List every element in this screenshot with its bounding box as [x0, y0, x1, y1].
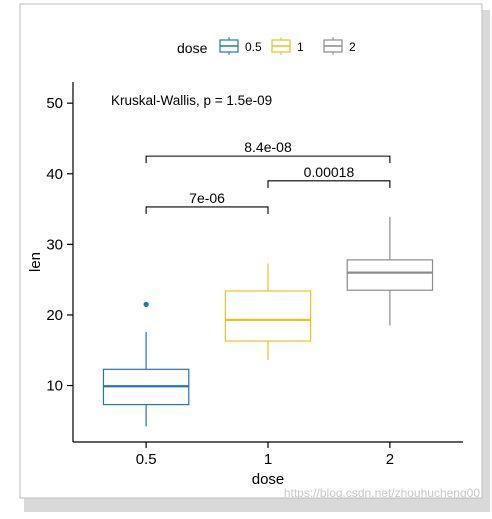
axes: 10 20 30 40 50 0.5 1 2 dose len: [27, 82, 463, 488]
x-tick-label: 0.5: [136, 451, 157, 468]
x-tick-label: 2: [386, 451, 394, 468]
frame-border: [19, 3, 483, 499]
outlier-point: [143, 301, 149, 307]
bracket-line: [145, 155, 391, 164]
bracket-line: [267, 180, 391, 188]
bracket-p-value: 8.4e-08: [244, 139, 292, 155]
y-axis-label: len: [27, 252, 44, 272]
comparison-bracket: 7e-06: [145, 190, 269, 214]
y-tick-label: 40: [46, 166, 63, 183]
legend-entry: 2: [323, 37, 356, 55]
bracket-p-value: 7e-06: [189, 190, 225, 206]
x-tick-label: 1: [264, 451, 272, 468]
y-tick-label: 20: [46, 307, 63, 324]
legend-title: dose: [177, 40, 208, 56]
box-iqr: [224, 290, 312, 342]
legend-entry-label: 1: [297, 40, 304, 54]
box-group-1: [224, 263, 312, 361]
bracket-line: [145, 206, 269, 214]
y-tick-label: 10: [46, 378, 63, 395]
legend-entry: 1: [271, 37, 304, 55]
x-axis-label: dose: [252, 471, 285, 488]
legend: dose 0.5 1 2: [177, 37, 356, 56]
comparison-bracket: 8.4e-08: [145, 139, 391, 164]
boxes: [102, 216, 434, 427]
kruskal-wallis-annotation: Kruskal-Wallis, p = 1.5e-09: [111, 93, 272, 108]
watermark-text: https://blog.csdn.net/zhouhucheng00: [284, 486, 480, 500]
y-tick-label: 50: [46, 95, 63, 112]
box-group-0-5: [102, 301, 190, 427]
frame-shadow-bottom: [24, 498, 490, 512]
box-iqr: [346, 259, 434, 291]
legend-entry: 0.5: [219, 37, 262, 55]
legend-entry-label: 0.5: [245, 40, 262, 54]
frame-shadow-right: [482, 10, 490, 510]
y-tick-label: 30: [46, 236, 63, 253]
comparison-brackets: 7e-06 0.00018 8.4e-08: [145, 139, 391, 214]
legend-entry-label: 2: [349, 40, 356, 54]
bracket-p-value: 0.00018: [304, 164, 355, 180]
comparison-bracket: 0.00018: [267, 164, 391, 188]
box-group-2: [346, 216, 434, 326]
